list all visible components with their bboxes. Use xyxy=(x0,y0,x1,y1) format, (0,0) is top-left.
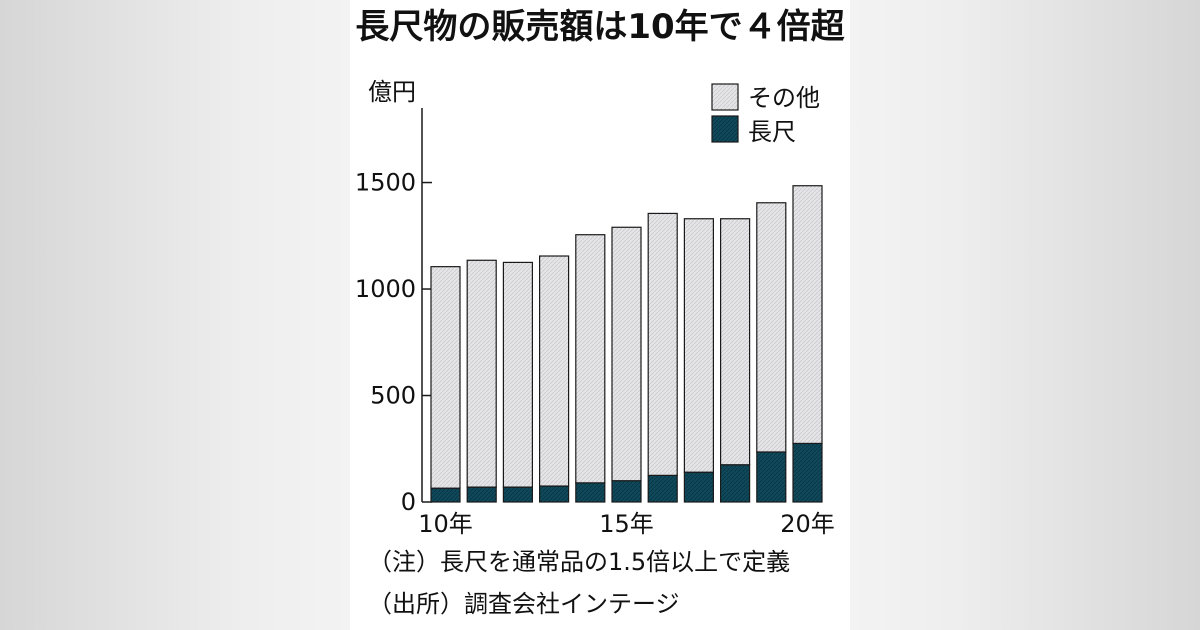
bars xyxy=(430,185,823,503)
bar-segment-other xyxy=(502,261,533,488)
legend-label-other: その他 xyxy=(748,84,820,112)
bar-segment-long xyxy=(756,451,787,503)
bar-segment-other xyxy=(611,226,642,482)
chart-title: 長尺物の販売額は10年で４倍超 xyxy=(355,7,845,47)
unit-label: 億円 xyxy=(368,78,416,106)
bar-segment-long xyxy=(792,442,823,503)
x-tick-label: 20年 xyxy=(780,510,835,538)
y-axis: 0 500 1000 1500 xyxy=(355,169,432,516)
bar-segment-other xyxy=(466,259,497,488)
y-tick-label: 1500 xyxy=(355,169,416,197)
bar-segment-long xyxy=(575,482,606,503)
chart-card: 長尺物の販売額は10年で４倍超 億円 その他 長尺 0 500 1000 1500 1… xyxy=(350,0,850,630)
bar-segment-other xyxy=(647,212,678,476)
bar-segment-long xyxy=(502,486,533,503)
bar-chart: 長尺物の販売額は10年で４倍超 億円 その他 長尺 0 500 1000 1500 1… xyxy=(355,7,846,618)
footnote-definition: （注）長尺を通常品の1.5倍以上で定義 xyxy=(368,548,790,576)
bar-segment-other xyxy=(792,185,823,445)
bar-segment-other xyxy=(720,218,751,466)
bar-segment-long xyxy=(720,464,751,503)
footnote-source: （出所）調査会社インテージ xyxy=(368,590,680,618)
bar-segment-long xyxy=(430,487,461,503)
bar-segment-long xyxy=(611,480,642,503)
bar-segment-other xyxy=(539,255,570,487)
bar-segment-long xyxy=(539,485,570,503)
y-tick-label: 1000 xyxy=(355,275,416,303)
x-tick-label: 10年 xyxy=(418,510,473,538)
bar-segment-other xyxy=(683,218,714,473)
bar-segment-long xyxy=(466,486,497,503)
background-left xyxy=(0,0,350,630)
legend: その他 長尺 xyxy=(711,83,820,146)
bar-segment-other xyxy=(575,234,606,484)
y-tick-label: 0 xyxy=(401,488,416,516)
bar-segment-other xyxy=(430,266,461,489)
bar-segment-long xyxy=(647,474,678,503)
legend-swatch-other xyxy=(711,83,739,111)
legend-label-long: 長尺 xyxy=(748,118,796,146)
legend-swatch-long xyxy=(711,115,739,143)
x-tick-label: 15年 xyxy=(599,510,654,538)
bar-segment-long xyxy=(683,471,714,503)
background-right xyxy=(850,0,1200,630)
x-axis: 10年 15年 20年 xyxy=(418,510,835,538)
bar-segment-other xyxy=(756,202,787,453)
y-tick-label: 500 xyxy=(370,382,416,410)
